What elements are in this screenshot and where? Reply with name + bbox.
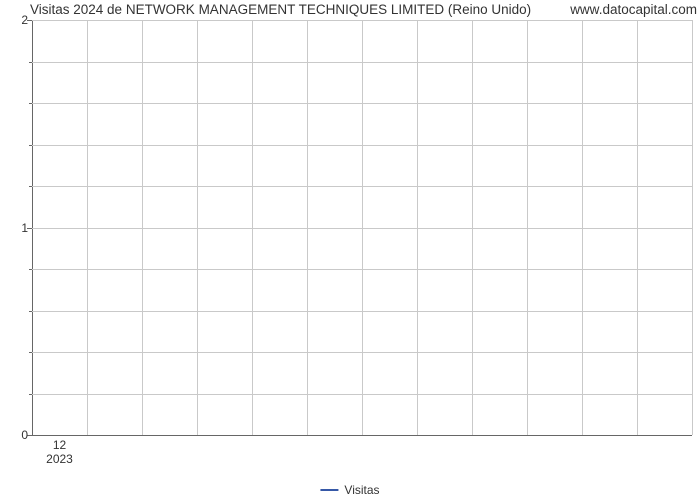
y-minor-tick xyxy=(29,311,32,312)
y-tick-label: 2 xyxy=(21,13,28,27)
gridline-v xyxy=(582,20,583,435)
y-minor-tick xyxy=(29,186,32,187)
gridline-v xyxy=(692,20,693,435)
gridline-v xyxy=(527,20,528,435)
legend-label: Visitas xyxy=(344,483,379,497)
y-minor-tick xyxy=(29,269,32,270)
gridline-v xyxy=(417,20,418,435)
gridline-v xyxy=(197,20,198,435)
x-axis-line xyxy=(32,435,692,436)
y-minor-tick xyxy=(29,352,32,353)
x-tick-label: 12 xyxy=(53,438,66,452)
gridline-v xyxy=(472,20,473,435)
gridline-v xyxy=(362,20,363,435)
y-tick-label: 1 xyxy=(21,221,28,235)
chart-title: Visitas 2024 de NETWORK MANAGEMENT TECHN… xyxy=(30,2,531,17)
y-tick-label: 0 xyxy=(21,428,28,442)
gridline-v xyxy=(307,20,308,435)
plot-area: 012122023 xyxy=(32,20,692,435)
gridline-v xyxy=(87,20,88,435)
y-minor-tick xyxy=(29,145,32,146)
gridline-v xyxy=(637,20,638,435)
gridline-v xyxy=(252,20,253,435)
y-minor-tick xyxy=(29,62,32,63)
legend: Visitas xyxy=(320,483,379,497)
watermark: www.datocapital.com xyxy=(570,2,697,17)
x-tick-label-year: 2023 xyxy=(46,452,73,466)
y-minor-tick xyxy=(29,103,32,104)
legend-line xyxy=(320,489,338,491)
y-minor-tick xyxy=(29,394,32,395)
gridline-v xyxy=(142,20,143,435)
